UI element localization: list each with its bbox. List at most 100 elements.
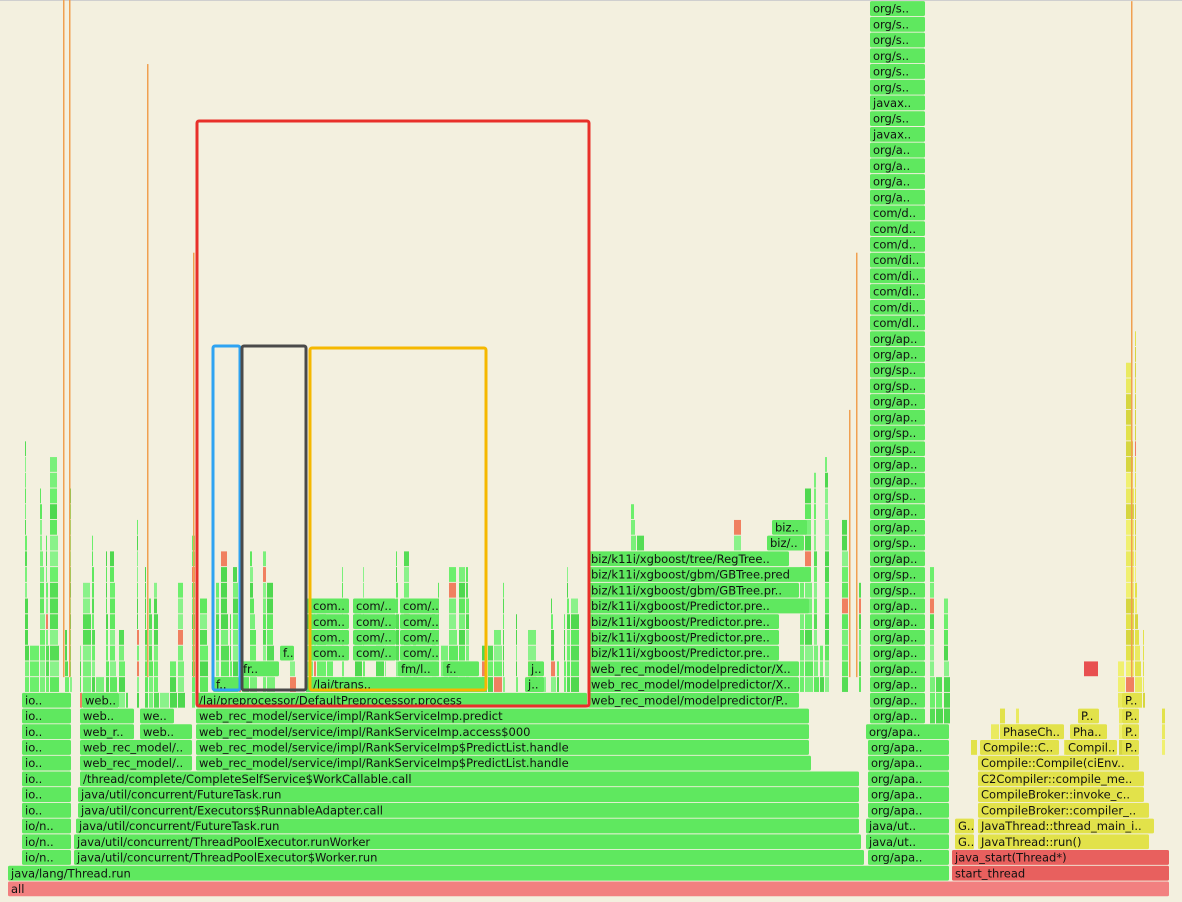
frame — [25, 551, 27, 567]
frame — [80, 677, 81, 692]
frame — [971, 740, 977, 755]
frame — [178, 629, 183, 645]
frame — [449, 614, 456, 630]
frame — [22, 692, 71, 708]
frame — [952, 865, 1169, 881]
frame — [944, 614, 948, 630]
frame — [149, 614, 152, 630]
frame — [516, 677, 518, 692]
frame-label: CompileBroker::compiler_.. — [981, 803, 1136, 817]
frame — [516, 661, 517, 677]
frame — [263, 629, 266, 645]
frame — [398, 661, 439, 677]
frame — [567, 645, 570, 661]
frame — [119, 629, 124, 645]
frame-label: org/ap.. — [873, 615, 917, 629]
frame-label: /thread/complete/CompleteSelfService$Wor… — [83, 772, 412, 786]
frame-label: org/apa.. — [871, 756, 922, 770]
frame — [83, 629, 91, 645]
frame — [110, 645, 115, 661]
frame — [551, 677, 556, 692]
frame — [385, 661, 386, 677]
frame — [92, 629, 95, 645]
frame — [106, 661, 109, 677]
frame — [250, 551, 252, 567]
frame-label: all — [11, 882, 24, 896]
frame — [74, 834, 861, 850]
frame — [1135, 394, 1136, 409]
frame-label: web_rec_model/.. — [83, 741, 183, 755]
frame — [76, 818, 859, 834]
frame — [178, 677, 184, 692]
frame — [870, 362, 925, 378]
frame — [110, 677, 117, 692]
frame — [22, 787, 71, 802]
frame — [196, 724, 809, 740]
frame-label: com/.. — [356, 646, 392, 660]
frame — [290, 661, 295, 677]
frame — [978, 755, 1139, 771]
frame — [46, 567, 47, 582]
frame — [1135, 472, 1136, 488]
frame — [870, 205, 925, 221]
frame-label: org/ap.. — [873, 473, 917, 487]
frame — [400, 598, 439, 614]
frame-label: org/a.. — [873, 143, 910, 157]
frame — [40, 629, 45, 645]
frame-label: JavaThread::run() — [980, 835, 1082, 849]
frame — [1084, 661, 1098, 677]
frame — [106, 677, 109, 692]
frame — [137, 677, 139, 692]
frame — [50, 535, 58, 551]
frame — [870, 378, 925, 394]
frame — [564, 614, 565, 630]
frame-label: CompileBroker::invoke_c.. — [981, 788, 1130, 802]
frame-label: java/ut.. — [868, 835, 916, 849]
frame — [825, 598, 829, 614]
frame-label: web.. — [85, 693, 116, 707]
frame-label: com/.. — [403, 599, 439, 613]
frame — [250, 677, 257, 692]
frame — [516, 645, 517, 661]
frame — [46, 614, 48, 630]
frame — [800, 582, 804, 598]
frame — [200, 645, 208, 661]
frame-label: org/s.. — [873, 49, 909, 63]
frame — [449, 582, 456, 598]
frame — [466, 567, 468, 582]
frame — [866, 818, 949, 834]
frame-label: com/di.. — [873, 253, 919, 267]
frame — [1162, 740, 1165, 755]
frame — [1126, 425, 1132, 441]
frame — [488, 645, 493, 661]
frame-label: web_rec_model/modelpredictor/P.. — [591, 693, 788, 707]
frame-label: web_rec_model/.. — [83, 756, 183, 770]
frame — [22, 724, 71, 740]
frame — [825, 567, 829, 582]
frame-label: org/apa.. — [871, 788, 922, 802]
frame — [870, 409, 925, 425]
frame — [267, 677, 275, 692]
frame — [503, 645, 504, 661]
frame — [267, 598, 273, 614]
frame — [1126, 488, 1134, 504]
frame — [870, 425, 925, 441]
frame-label: io.. — [25, 693, 42, 707]
thin-stack — [856, 252, 858, 678]
frame — [396, 582, 398, 598]
frame-label: com/.. — [356, 630, 392, 644]
frame — [221, 661, 229, 677]
frame — [944, 661, 949, 677]
frame — [396, 598, 398, 614]
frame — [40, 504, 42, 520]
frame — [145, 661, 147, 677]
frame — [106, 551, 107, 567]
frame — [870, 614, 925, 630]
frame — [842, 582, 848, 598]
frame-label: Pha.. — [1073, 725, 1102, 739]
frame-label: web_r.. — [83, 725, 124, 739]
frame — [564, 677, 566, 692]
frame — [936, 677, 942, 692]
frame — [233, 645, 238, 661]
